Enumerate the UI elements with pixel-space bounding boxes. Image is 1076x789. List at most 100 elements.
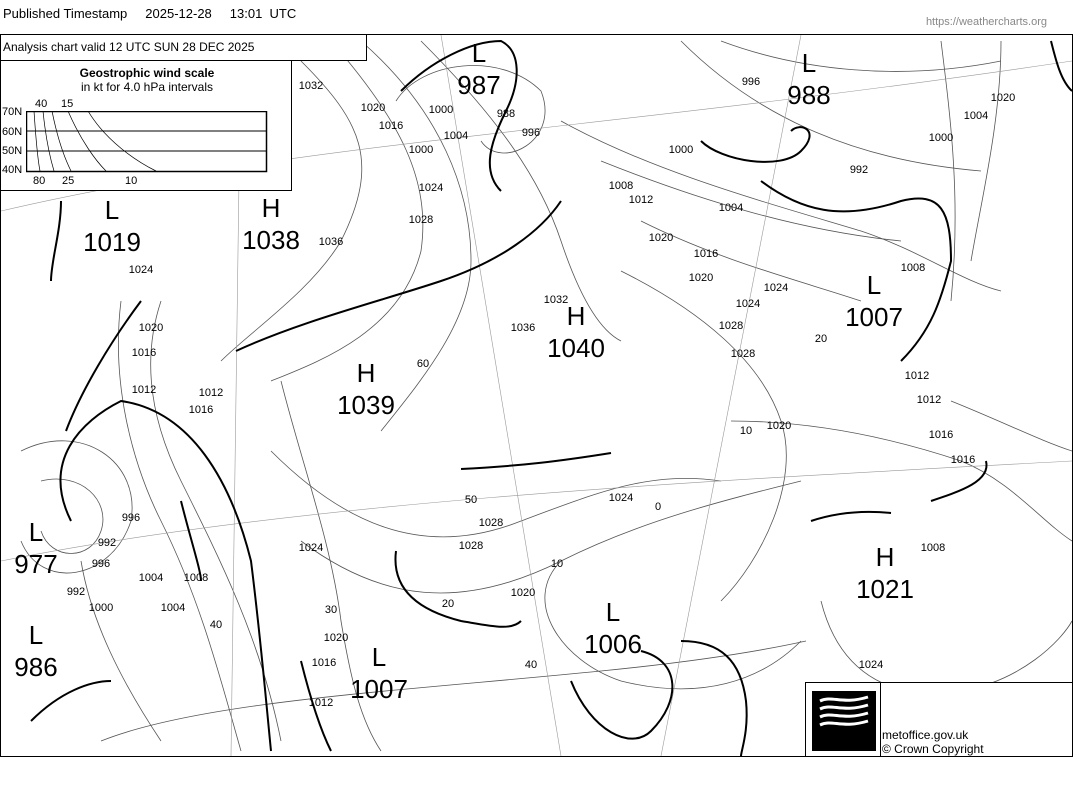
copyright: © Crown Copyright (882, 742, 984, 756)
pressure-centre-type: H (262, 193, 281, 223)
isobar-label: 1020 (511, 587, 535, 599)
isobar-label: 1024 (299, 542, 323, 554)
isobar-label: 1008 (901, 262, 925, 274)
isobar-label: 1024 (129, 264, 153, 276)
isobar-label: 1012 (629, 194, 653, 206)
cold-front (180, 500, 202, 582)
isobar-label: 1020 (991, 92, 1015, 104)
published-time: 13:01 UTC (229, 6, 297, 21)
waves-icon (819, 695, 869, 727)
geostrophic-wind-scale: Geostrophic wind scale in kt for 4.0 hPa… (0, 60, 292, 191)
wind-speed-label: 20 (442, 598, 454, 610)
isobar-label: 1020 (689, 272, 713, 284)
occluded-front (400, 39, 518, 192)
isobar-label: 1016 (929, 429, 953, 441)
wind-speed-label: 10 (551, 558, 563, 570)
pressure-centre-value: 1038 (242, 225, 300, 255)
isobar-label: 1024 (859, 659, 883, 671)
isobar-label: 1008 (184, 572, 208, 584)
isobar-label: 996 (92, 558, 110, 570)
pressure-centre-value: 1040 (547, 333, 605, 363)
warm-front (810, 510, 892, 522)
pressure-centre-value: 1007 (350, 674, 408, 704)
cold-front (680, 640, 748, 757)
scale-bottom-label: 25 (62, 175, 75, 187)
isobar-label: 1016 (312, 657, 336, 669)
pressure-centre-type: L (606, 597, 620, 627)
isobar-label: 1024 (609, 492, 633, 504)
pressure-centre-type: L (802, 48, 816, 78)
cold-front (760, 180, 953, 362)
isobar-label: 1020 (139, 322, 163, 334)
scale-graph (26, 111, 268, 173)
isobar-label: 1012 (917, 394, 941, 406)
isobar-label: 1036 (319, 236, 343, 248)
isobar-label: 1020 (649, 232, 673, 244)
cold-front (300, 660, 332, 752)
wind-speed-label: 10 (740, 425, 752, 437)
isobar-label: 1004 (444, 130, 468, 142)
isobar-label: 1020 (361, 102, 385, 114)
wind-speed-label: 0 (655, 501, 661, 513)
isobar-label: 996 (522, 127, 540, 139)
scale-bottom-label: 80 (33, 175, 46, 187)
occluded-front (59, 399, 272, 752)
published-label: Published Timestamp (3, 6, 128, 21)
isobar-label: 992 (67, 586, 85, 598)
isobar-label: 1004 (161, 602, 185, 614)
isobar-label: 992 (850, 164, 868, 176)
isobar-label: 1028 (719, 320, 743, 332)
isobar-label: 1032 (299, 80, 323, 92)
isobar-label: 1012 (309, 697, 333, 709)
pressure-centre-value: 987 (457, 70, 500, 100)
isobar-label: 1000 (429, 104, 453, 116)
pressure-centre-value: 977 (14, 549, 57, 579)
pressure-centres: L987L988L1019H1038H1040H1039L1007L977L98… (14, 38, 914, 704)
isobar-label: 1024 (764, 282, 788, 294)
source-url[interactable]: https://weathercharts.org (925, 16, 1047, 28)
wind-speed-label: 60 (417, 358, 429, 370)
pressure-centre-type: H (876, 542, 895, 572)
isobar-label: 1028 (409, 214, 433, 226)
isobar-label: 1004 (139, 572, 163, 584)
isobar-label: 1024 (736, 298, 760, 310)
valid-time-label: Analysis chart valid 12 UTC SUN 28 DEC 2… (0, 34, 367, 61)
wind-speed-label: 50 (465, 494, 477, 506)
isobar-label: 1012 (199, 387, 223, 399)
pressure-centre-value: 1006 (584, 629, 642, 659)
cold-front (50, 200, 62, 282)
isobar-label: 1016 (189, 404, 213, 416)
isobar-label: 1012 (132, 384, 156, 396)
published-date: 2025-12-28 (145, 6, 212, 21)
occluded-front (394, 550, 522, 628)
isobar-label: 1012 (905, 370, 929, 382)
isobars (20, 40, 1073, 752)
isobar-label: 996 (122, 512, 140, 524)
isobar-label: 1008 (609, 180, 633, 192)
isobar-label: 1000 (669, 144, 693, 156)
wind-speed-label: 40 (525, 659, 537, 671)
isobar-label: 1028 (459, 540, 483, 552)
site-link[interactable]: metoffice.gov.uk (882, 728, 969, 742)
pressure-centre-type: L (372, 642, 386, 672)
isobar-label: 1016 (694, 248, 718, 260)
scale-title: Geostrophic wind scale (79, 66, 215, 80)
pressure-centre-value: 1019 (83, 227, 141, 257)
isobar-label: 1036 (511, 322, 535, 334)
isobar-label: 996 (742, 76, 760, 88)
isobar-label: 1020 (767, 420, 791, 432)
met-office-footer: Met Office metoffice.gov.uk © Crown Copy… (805, 682, 1073, 757)
wind-speed-label: 30 (325, 604, 337, 616)
pressure-centre-type: H (567, 301, 586, 331)
pressure-centre-type: H (357, 358, 376, 388)
occluded-front (570, 650, 674, 740)
scale-top-label: 15 (61, 98, 74, 110)
cold-front (65, 300, 142, 432)
met-office-logo[interactable]: Met Office (812, 691, 930, 751)
occluded-front (700, 126, 811, 163)
pressure-centre-value: 986 (14, 652, 57, 682)
wind-speed-label: 40 (210, 619, 222, 631)
cold-front (930, 460, 988, 502)
map-canvas: L987L988L1019H1038H1040H1039L1007L977L98… (0, 34, 1073, 757)
